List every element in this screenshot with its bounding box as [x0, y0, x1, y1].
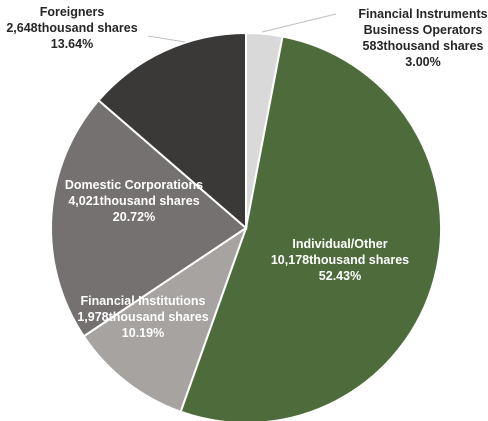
- slice-label-foreigners: Foreigners 2,648thousand shares 13.64%: [6, 5, 137, 51]
- slice-label-line: 13.64%: [51, 37, 93, 51]
- pie-slice-individual-other: [179, 35, 442, 421]
- slice-label-line: Financial Institutions: [80, 294, 205, 308]
- leader-line-financial-instruments-business-operators: [261, 13, 337, 33]
- slice-label-line: Financial Instruments: [358, 7, 487, 21]
- slice-label-line: 2,648thousand shares: [6, 21, 137, 35]
- slice-label-line: Individual/Other: [292, 237, 387, 251]
- slice-labels: Financial Instruments Business Operators 5…: [6, 5, 487, 340]
- slice-label-line: 10,178thousand shares: [271, 253, 409, 267]
- slice-label-financial-institutions: Financial Institutions 1,978thousand shar…: [77, 294, 208, 340]
- slice-label-line: 583thousand shares: [363, 39, 484, 53]
- slice-label-domestic-corporations: Domestic Corporations 4,021thousand share…: [65, 178, 203, 224]
- slice-label-financial-instruments-business-operators: Financial Instruments Business Operators 5…: [358, 7, 487, 69]
- slice-label-line: Foreigners: [40, 5, 105, 19]
- pie-slice-foreigners: [97, 31, 247, 231]
- slice-label-line: 4,021thousand shares: [68, 194, 199, 208]
- slice-label-line: 3.00%: [405, 55, 440, 69]
- slice-label-line: Domestic Corporations: [65, 178, 203, 192]
- slice-label-line: Business Operators: [364, 23, 483, 37]
- leader-line-foreigners: [147, 35, 186, 43]
- pie-slices: [50, 31, 442, 421]
- slice-label-line: 52.43%: [319, 269, 361, 283]
- pie-slice-domestic-corporations: [50, 98, 248, 338]
- slice-label-line: 20.72%: [113, 210, 155, 224]
- pie-slice-financial-institutions: [82, 225, 248, 413]
- leader-lines: [147, 13, 337, 43]
- slice-label-individual-other: Individual/Other 10,178thousand shares 52.…: [271, 237, 409, 283]
- slice-label-line: 10.19%: [122, 326, 164, 340]
- slice-label-line: 1,978thousand shares: [77, 310, 208, 324]
